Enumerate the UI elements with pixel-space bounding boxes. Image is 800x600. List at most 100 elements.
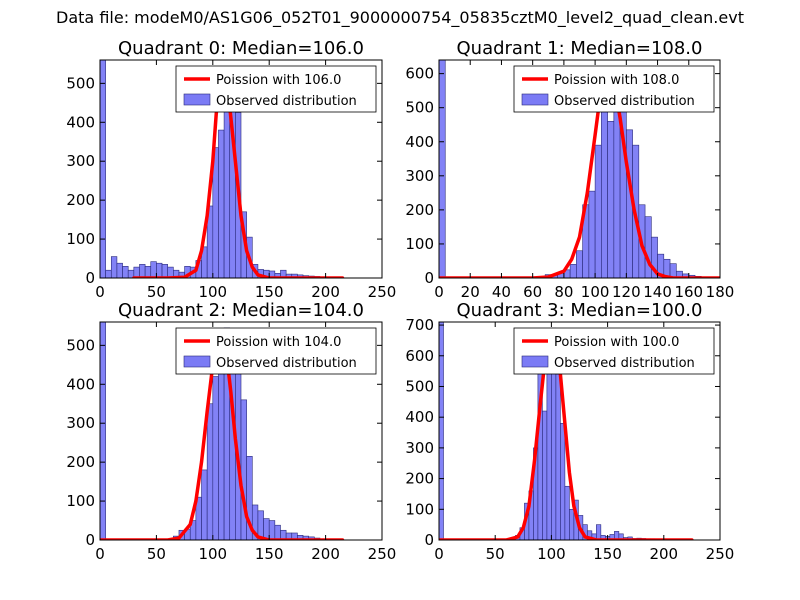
axes-frame <box>99 59 383 279</box>
subplot-title: Quadrant 3: Median=100.0 <box>457 300 703 321</box>
y-tick-label: 0 <box>424 269 434 287</box>
x-tick-label: 200 <box>311 545 340 563</box>
x-tick-label: 40 <box>492 283 511 301</box>
y-tick-label: 300 <box>405 167 434 185</box>
x-tick-label: 150 <box>255 545 284 563</box>
x-tick-label: 150 <box>255 283 284 301</box>
subplot-quadrant-1: 0 20 40 60 80 100 120 140 160 1800100200300400500… <box>405 38 734 301</box>
x-tick-label: 60 <box>523 283 542 301</box>
histogram-bar <box>206 403 214 540</box>
histogram-bar <box>596 524 602 540</box>
histogram-bar <box>601 98 608 278</box>
y-tick-label: 400 <box>405 133 434 151</box>
y-tick-label: 500 <box>66 336 95 354</box>
legend-fit-label: Poission with 106.0 <box>216 73 341 88</box>
figure-title: Data file: modeM0/AS1G06_052T01_90000007… <box>56 8 744 27</box>
x-tick-label: 0 <box>434 545 444 563</box>
y-tick-label: 300 <box>405 439 434 457</box>
histogram-bar <box>669 263 677 278</box>
histogram-bar <box>139 264 146 278</box>
y-tick-label: 0 <box>424 531 434 549</box>
histogram-bar <box>100 322 106 540</box>
y-tick-label: 400 <box>66 375 95 393</box>
histogram-bar <box>116 262 123 278</box>
legend-bars-swatch <box>521 355 549 368</box>
y-tick-label: 300 <box>66 152 95 170</box>
x-tick-label: 200 <box>649 545 678 563</box>
histogram-bar <box>201 469 208 540</box>
histogram-bar <box>274 524 281 540</box>
y-tick-label: 200 <box>405 201 434 219</box>
x-tick-label: 250 <box>368 545 397 563</box>
y-tick-label: 200 <box>66 453 95 471</box>
histogram-bar <box>110 256 118 278</box>
x-tick-label: 100 <box>198 545 227 563</box>
subplot-quadrant-2: 0 50 100 150 200 250 0 100 200 300 400 500 Quadrant … <box>66 300 396 563</box>
histogram-bar <box>607 121 615 278</box>
legend: Poission with 100.0 Observed distribution <box>513 327 715 375</box>
x-tick-label: 0 <box>95 283 105 301</box>
legend: Poission with 104.0 Observed distribution <box>175 327 377 375</box>
y-tick-label: 200 <box>405 470 434 488</box>
histogram-bar <box>100 60 106 278</box>
subplot-title: Quadrant 1: Median=108.0 <box>457 38 703 59</box>
x-tick-label: 100 <box>198 283 227 301</box>
histogram-bars <box>100 322 326 540</box>
x-tick-label: 50 <box>147 283 166 301</box>
legend: Poission with 106.0 Observed distribution <box>175 65 377 113</box>
histogram-bar <box>212 376 219 540</box>
axes-frame <box>438 321 721 541</box>
x-tick-label: 0 <box>95 545 105 563</box>
y-tick-label: 600 <box>405 347 434 365</box>
x-tick-label: 100 <box>581 283 610 301</box>
y-tick-label: 300 <box>66 414 95 432</box>
y-tick-label: 500 <box>405 99 434 117</box>
histogram-bar <box>588 190 596 278</box>
x-tick-label: 120 <box>612 283 641 301</box>
histogram-bar <box>161 264 168 278</box>
histogram-bar <box>644 216 652 278</box>
axes-frame <box>438 59 721 279</box>
histogram-bar <box>268 520 276 540</box>
y-tick-label: 600 <box>405 65 434 83</box>
histogram-bar <box>569 264 577 278</box>
y-tick-label: 400 <box>405 408 434 426</box>
legend-bars-label: Observed distribution <box>216 94 357 109</box>
x-tick-label: 20 <box>461 283 480 301</box>
x-tick-label: 150 <box>593 545 622 563</box>
histogram-bar <box>594 144 602 278</box>
subplot-title: Quadrant 2: Median=104.0 <box>118 300 364 321</box>
y-tick-label: 0 <box>85 269 95 287</box>
x-tick-label: 80 <box>554 283 573 301</box>
x-tick-label: 180 <box>706 283 735 301</box>
histogram-bar <box>263 518 270 540</box>
legend-bars-swatch <box>521 93 549 106</box>
histogram-bar <box>105 269 112 278</box>
axes-frame <box>99 321 383 541</box>
y-tick-label: 100 <box>405 235 434 253</box>
y-tick-label: 100 <box>405 500 434 518</box>
y-tick-label: 500 <box>66 74 95 92</box>
y-tick-label: 500 <box>405 377 434 395</box>
legend-fit-label: Poission with 108.0 <box>554 73 679 88</box>
histogram-bar <box>560 423 566 540</box>
histogram-bar <box>576 250 583 278</box>
histogram-bar <box>542 410 548 540</box>
histogram-bar <box>122 266 129 278</box>
histogram-bar <box>439 322 444 540</box>
x-tick-label: 200 <box>311 283 340 301</box>
y-tick-label: 400 <box>66 113 95 131</box>
x-tick-label: 50 <box>147 545 166 563</box>
legend: Poission with 108.0 Observed distribution <box>513 65 715 113</box>
subplot-title: Quadrant 0: Median=106.0 <box>118 38 364 59</box>
legend-bars-label: Observed distribution <box>554 356 695 371</box>
x-tick-label: 100 <box>537 545 566 563</box>
histogram-bar <box>156 262 163 278</box>
legend-bars-swatch <box>183 93 211 106</box>
legend-fit-label: Poission with 104.0 <box>216 335 341 350</box>
x-tick-label: 0 <box>434 283 444 301</box>
legend-fit-label: Poission with 100.0 <box>554 335 679 350</box>
subplot-quadrant-0: 0 50 100 150 200 250 0 100 200 300 400 500 Quadrant … <box>66 38 396 301</box>
